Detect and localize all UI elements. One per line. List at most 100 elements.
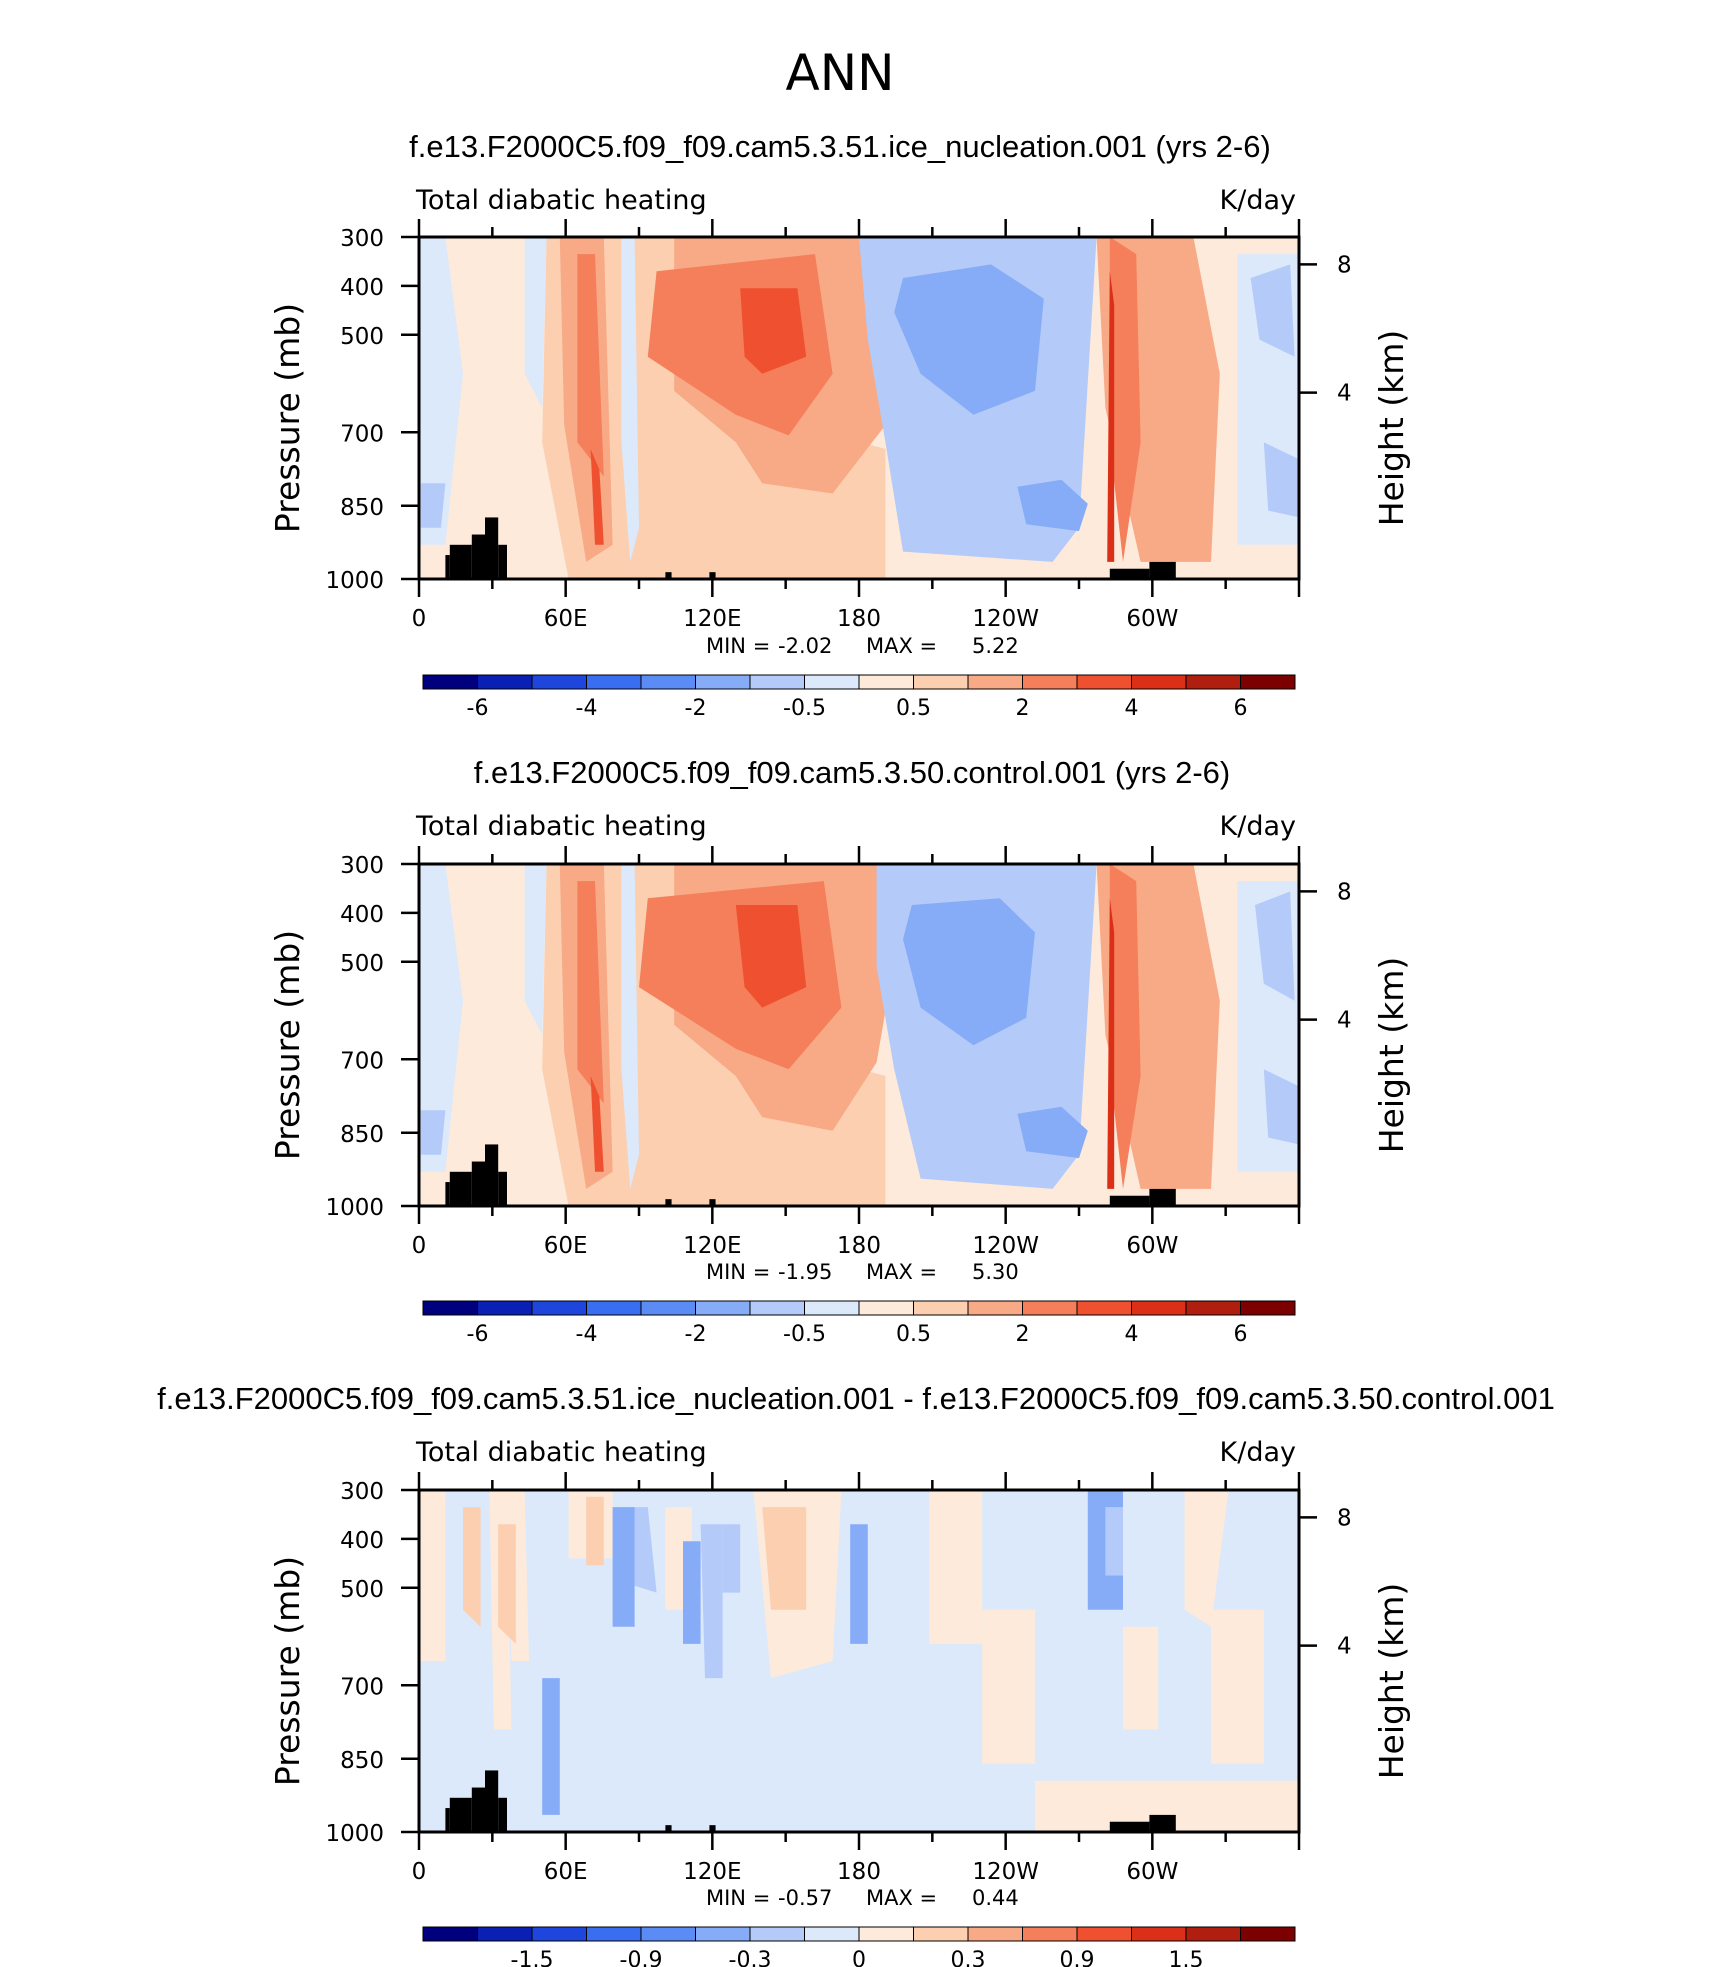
colorbar-swatch — [804, 674, 860, 690]
colorbar-swatch — [1131, 1926, 1187, 1942]
colorbar-swatch — [804, 1300, 860, 1316]
colorbar-swatch — [749, 1926, 805, 1942]
contour-region — [1123, 1626, 1159, 1730]
panel-1: f.e13.F2000C5.f09_f09.cam5.3.51.ice_nucl… — [268, 129, 1411, 721]
colorbar-swatch — [1076, 674, 1132, 690]
colorbar-label: 0 — [852, 1948, 866, 1967]
colorbar-swatch — [967, 1300, 1023, 1316]
topography-mask — [1109, 1195, 1150, 1206]
y-right-tick-label: 8 — [1337, 879, 1352, 905]
colorbar-label: 0.9 — [1060, 1948, 1095, 1967]
colorbar-swatch — [913, 1300, 969, 1316]
panel-2-colorbar: -6 -4 -2 -0.5 0.5 2 4 6 — [422, 1300, 1296, 1347]
panel-3: f.e13.F2000C5.f09_f09.cam5.3.51.ice_nucl… — [157, 1381, 1555, 1967]
panel-1-units: K/day — [1220, 185, 1296, 216]
contour-region — [903, 898, 1035, 1046]
contour-region — [524, 237, 547, 408]
colorbar-swatch — [422, 1926, 478, 1942]
topography-mask — [471, 1161, 485, 1206]
colorbar-swatch — [1022, 674, 1078, 690]
colorbar-swatch — [913, 1926, 969, 1942]
panel-3-max-value: 0.44 — [972, 1886, 1019, 1910]
contour-region — [577, 881, 604, 1104]
contour-region — [420, 483, 446, 528]
colorbar-label: 0.5 — [896, 696, 931, 721]
contour-region — [1017, 1106, 1088, 1159]
contour-region — [894, 264, 1044, 415]
contour-region — [1035, 1780, 1299, 1832]
y-tick-label: 700 — [340, 421, 384, 447]
y-tick-label: 700 — [340, 1048, 384, 1074]
topography-mask — [449, 544, 472, 579]
y-tick-label: 400 — [340, 1528, 384, 1554]
colorbar-label: -1.5 — [511, 1948, 554, 1967]
contour-region — [1255, 891, 1295, 1001]
contour-region — [850, 1524, 868, 1644]
x-tick-label: 120W — [972, 1233, 1039, 1259]
y-axis-label-right: Height (km) — [1372, 957, 1411, 1154]
y-tick-label: 1000 — [325, 568, 384, 594]
colorbar-swatch — [1022, 1926, 1078, 1942]
y-right-tick-label: 4 — [1337, 381, 1352, 407]
colorbar-swatch — [477, 1926, 533, 1942]
contour-region — [1263, 442, 1299, 518]
colorbar-swatch — [1185, 1300, 1241, 1316]
colorbar-label: -0.3 — [729, 1948, 772, 1967]
contour-region — [683, 1541, 701, 1644]
y-tick-label: 500 — [340, 324, 384, 350]
contour-region — [1107, 898, 1115, 1189]
y-tick-label: 1000 — [325, 1821, 384, 1847]
colorbar-swatch — [858, 1926, 914, 1942]
colorbar-swatch — [695, 1926, 751, 1942]
y-tick-label: 500 — [340, 1577, 384, 1603]
contour-region — [577, 254, 604, 477]
contour-region — [735, 905, 807, 1008]
y-right-tick-label: 8 — [1337, 1505, 1352, 1531]
y-axis-label-right: Height (km) — [1372, 330, 1411, 527]
topography-mask — [445, 1808, 450, 1832]
colorbar-swatch — [1240, 1926, 1296, 1942]
contour-region — [419, 1490, 446, 1661]
colorbar-swatch — [477, 674, 533, 690]
colorbar-swatch — [1076, 1926, 1132, 1942]
x-tick-label: 60E — [544, 606, 588, 632]
contour-region — [1107, 271, 1115, 562]
contour-region — [1109, 237, 1141, 562]
y-right-tick-label: 8 — [1337, 252, 1352, 278]
colorbar-swatch — [695, 1300, 751, 1316]
topography-mask — [709, 1199, 716, 1206]
colorbar-label: 4 — [1125, 1322, 1139, 1347]
colorbar-swatch — [586, 674, 642, 690]
colorbar-swatch — [749, 674, 805, 690]
colorbar-label: -4 — [576, 1322, 598, 1347]
x-tick-label: 120E — [683, 1233, 741, 1259]
panel-2-max-label: MAX = — [866, 1260, 937, 1284]
contour-region — [1017, 479, 1088, 532]
topography-mask — [498, 1797, 507, 1832]
y-tick-label: 300 — [340, 226, 384, 252]
topography-mask — [665, 1199, 672, 1206]
contour-region — [590, 449, 604, 545]
contour-region — [1109, 864, 1141, 1189]
colorbar-swatch — [749, 1300, 805, 1316]
panel-3-min-label: MIN = — [706, 1886, 770, 1910]
panel-1-min-value: -2.02 — [778, 634, 832, 658]
topography-mask — [1149, 1188, 1176, 1206]
colorbar-swatch — [1022, 1300, 1078, 1316]
colorbar-swatch — [531, 1926, 587, 1942]
colorbar-label: -4 — [576, 696, 598, 721]
contour-region — [524, 864, 547, 1035]
contour-region — [463, 1507, 481, 1627]
x-tick-label: 180 — [837, 1233, 881, 1259]
panel-3-title: f.e13.F2000C5.f09_f09.cam5.3.51.ice_nucl… — [157, 1381, 1555, 1416]
panel-3-colorbar: -1.5 -0.9 -0.3 0 0.3 0.9 1.5 — [422, 1926, 1296, 1967]
topography-mask — [449, 1797, 472, 1832]
y-axis-label-right: Height (km) — [1372, 1583, 1411, 1780]
topography-mask — [471, 1787, 485, 1832]
contour-region — [630, 1507, 657, 1593]
contour-region — [542, 1678, 560, 1815]
colorbar-label: 6 — [1234, 1322, 1248, 1347]
colorbar-swatch — [967, 1926, 1023, 1942]
colorbar-swatch — [804, 1926, 860, 1942]
